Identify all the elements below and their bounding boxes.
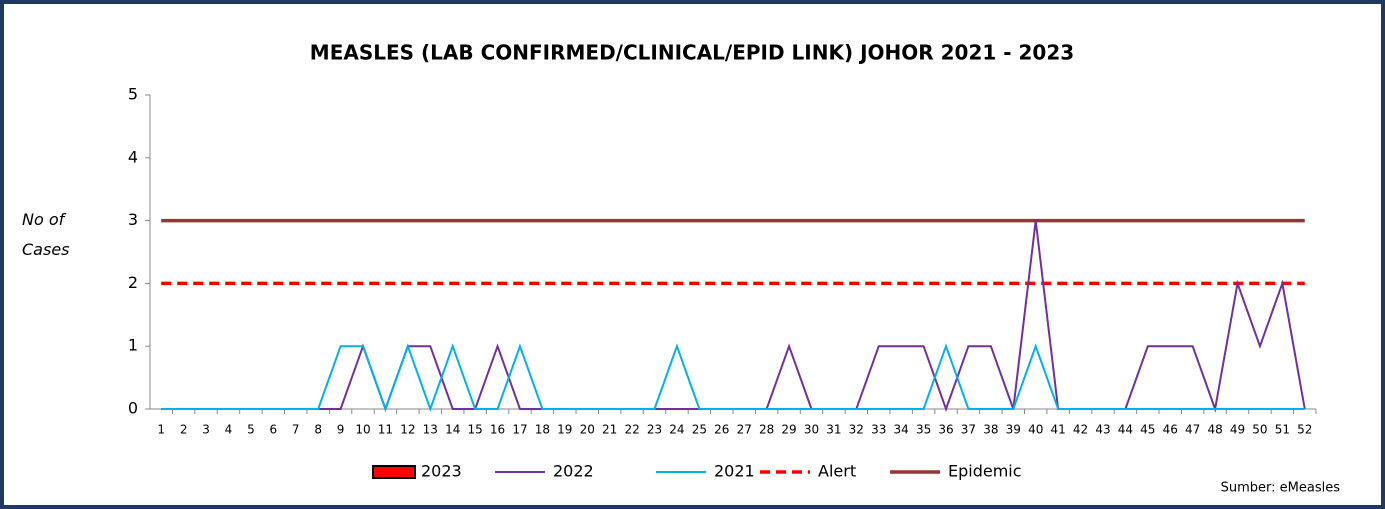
x-tick-label: 7 bbox=[292, 423, 300, 437]
x-tick-label: 12 bbox=[400, 423, 415, 437]
x-tick-label: 18 bbox=[535, 423, 550, 437]
legend-label: 2021 bbox=[714, 462, 755, 481]
x-tick-label: 43 bbox=[1095, 423, 1110, 437]
x-tick-label: 20 bbox=[580, 423, 595, 437]
x-tick-label: 42 bbox=[1073, 423, 1088, 437]
y-tick-label: 1 bbox=[128, 336, 138, 355]
x-tick-label: 6 bbox=[270, 423, 278, 437]
x-tick-label: 10 bbox=[355, 423, 370, 437]
x-tick-label: 44 bbox=[1118, 423, 1133, 437]
legend-label: 2022 bbox=[553, 462, 594, 481]
x-tick-label: 16 bbox=[490, 423, 505, 437]
legend-swatch bbox=[372, 465, 416, 479]
x-tick-label: 36 bbox=[938, 423, 953, 437]
legend-label: 2023 bbox=[421, 462, 462, 481]
x-tick-label: 49 bbox=[1230, 423, 1245, 437]
x-tick-label: 28 bbox=[759, 423, 774, 437]
x-tick-label: 11 bbox=[378, 423, 393, 437]
x-tick-label: 37 bbox=[961, 423, 976, 437]
x-tick-label: 47 bbox=[1185, 423, 1200, 437]
x-tick-label: 51 bbox=[1275, 423, 1290, 437]
x-tick-label: 21 bbox=[602, 423, 617, 437]
x-tick-label: 46 bbox=[1163, 423, 1178, 437]
series-line bbox=[161, 220, 1306, 413]
y-tick-label: 3 bbox=[128, 210, 138, 229]
x-tick-label: 8 bbox=[314, 423, 322, 437]
x-tick-label: 17 bbox=[512, 423, 527, 437]
x-tick-label: 4 bbox=[225, 423, 233, 437]
y-axis-label: No of Cases bbox=[22, 210, 70, 259]
x-tick-label: 26 bbox=[714, 423, 729, 437]
y-tick-label: 5 bbox=[128, 85, 138, 104]
x-tick-label: 1 bbox=[157, 423, 165, 437]
x-tick-label: 48 bbox=[1207, 423, 1222, 437]
x-tick-label: 30 bbox=[804, 423, 819, 437]
x-tick-label: 14 bbox=[445, 423, 460, 437]
x-tick-label: 9 bbox=[337, 423, 345, 437]
x-tick-label: 25 bbox=[692, 423, 707, 437]
x-tick-label: 3 bbox=[202, 423, 210, 437]
y-tick-label: 0 bbox=[128, 399, 138, 418]
x-tick-label: 41 bbox=[1050, 423, 1065, 437]
legend-label: Epidemic bbox=[948, 462, 1022, 481]
y-tick-label: 2 bbox=[128, 273, 138, 292]
source-note: Sumber: eMeasles bbox=[1221, 481, 1341, 496]
x-tick-label: 33 bbox=[871, 423, 886, 437]
x-tick-label: 34 bbox=[894, 423, 909, 437]
x-tick-label: 38 bbox=[983, 423, 998, 437]
chart-title: MEASLES (LAB CONFIRMED/CLINICAL/EPID LIN… bbox=[310, 41, 1074, 65]
x-tick-label: 24 bbox=[669, 423, 684, 437]
x-tick-label: 32 bbox=[849, 423, 864, 437]
x-tick-label: 39 bbox=[1006, 423, 1021, 437]
x-tick-label: 50 bbox=[1252, 423, 1267, 437]
x-tick-label: 40 bbox=[1028, 423, 1043, 437]
x-tick-label: 19 bbox=[557, 423, 572, 437]
x-tick-label: 52 bbox=[1297, 423, 1312, 437]
x-tick-label: 15 bbox=[467, 423, 482, 437]
x-tick-label: 45 bbox=[1140, 423, 1155, 437]
x-tick-label: 2 bbox=[180, 423, 188, 437]
x-tick-label: 5 bbox=[247, 423, 255, 437]
y-tick-label: 4 bbox=[128, 147, 138, 166]
x-tick-label: 35 bbox=[916, 423, 931, 437]
x-tick-label: 27 bbox=[737, 423, 752, 437]
x-tick-label: 31 bbox=[826, 423, 841, 437]
legend-label: Alert bbox=[818, 462, 856, 481]
series-line bbox=[161, 343, 1305, 412]
x-tick-label: 29 bbox=[781, 423, 796, 437]
x-tick-label: 22 bbox=[624, 423, 639, 437]
x-tick-label: 13 bbox=[423, 423, 438, 437]
x-tick-label: 23 bbox=[647, 423, 662, 437]
